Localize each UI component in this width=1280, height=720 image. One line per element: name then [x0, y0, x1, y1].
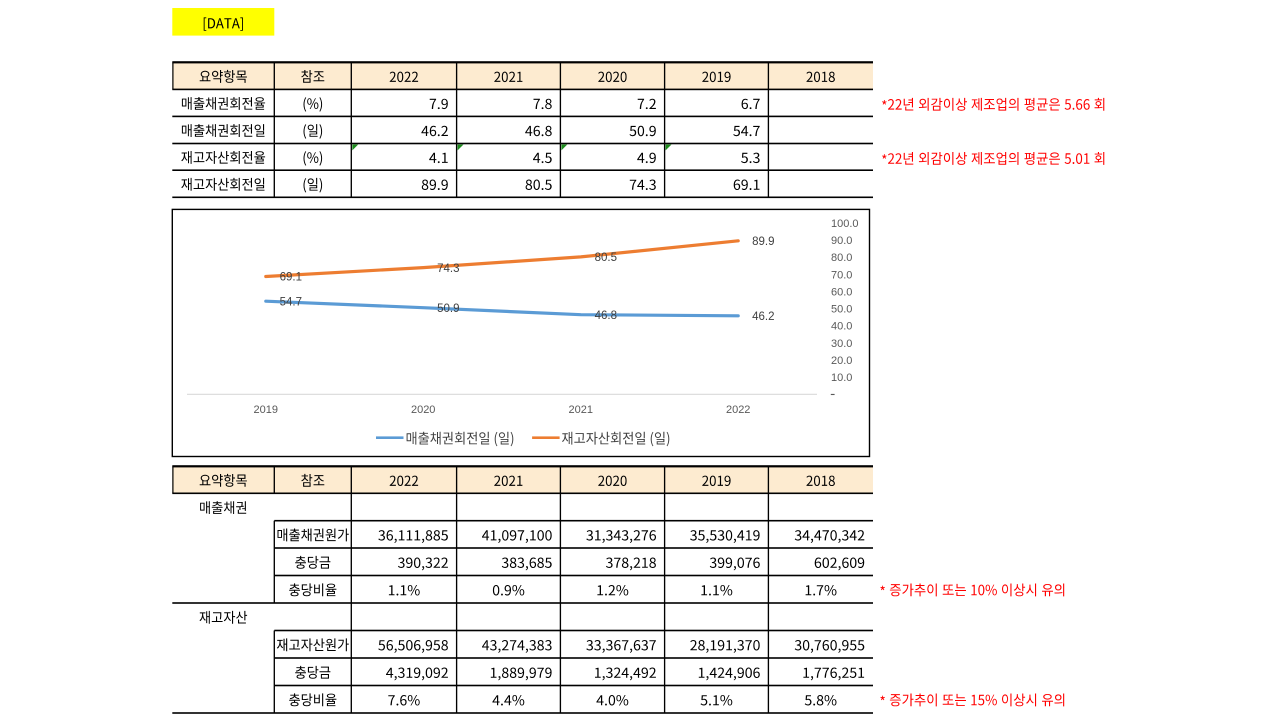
svg-text:74.3: 74.3 [437, 263, 459, 275]
svg-text:30.0: 30.0 [831, 338, 852, 350]
svg-text:46.2: 46.2 [752, 311, 774, 323]
svg-text:2020: 2020 [411, 404, 435, 416]
svg-text:100.0: 100.0 [831, 218, 859, 230]
svg-text:50.0: 50.0 [831, 304, 852, 316]
svg-text:80.0: 80.0 [831, 252, 852, 264]
svg-text:54.7: 54.7 [280, 296, 302, 308]
svg-text:2019: 2019 [254, 404, 278, 416]
svg-text:89.9: 89.9 [752, 236, 774, 248]
svg-text:2022: 2022 [726, 404, 750, 416]
svg-text:70.0: 70.0 [831, 269, 852, 281]
svg-text:20.0: 20.0 [831, 355, 852, 367]
svg-text:90.0: 90.0 [831, 235, 852, 247]
svg-text:10.0: 10.0 [831, 372, 852, 384]
svg-text:50.9: 50.9 [437, 303, 459, 315]
svg-text:2021: 2021 [569, 404, 593, 416]
svg-text:46.8: 46.8 [595, 310, 617, 322]
svg-text:60.0: 60.0 [831, 286, 852, 298]
svg-text:80.5: 80.5 [595, 252, 617, 264]
svg-text:69.1: 69.1 [280, 272, 302, 284]
svg-text:40.0: 40.0 [831, 321, 852, 333]
